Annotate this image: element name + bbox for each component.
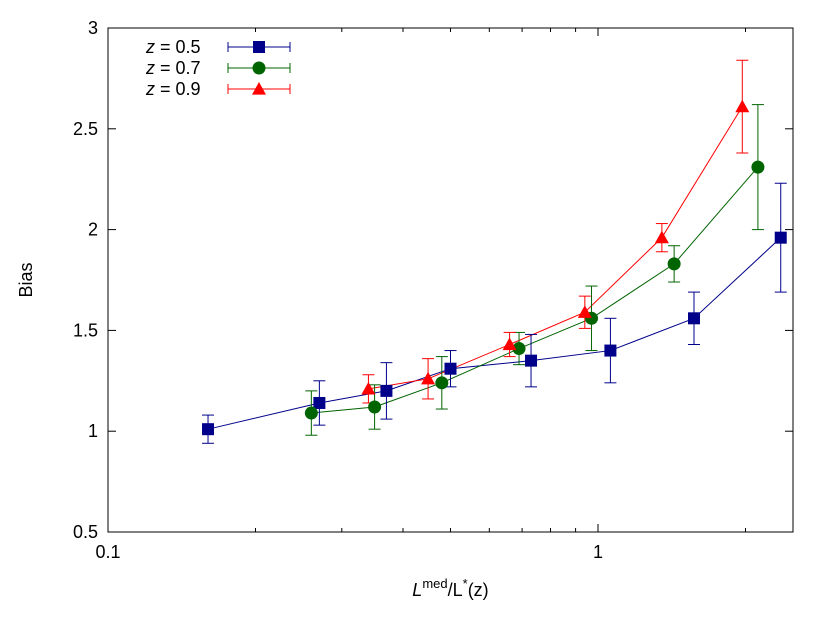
y-tick-label: 0.5 <box>73 522 98 542</box>
legend-marker-circle <box>252 61 266 75</box>
legend-label: z = 0.5 <box>145 37 201 57</box>
data-point-triangle <box>735 99 750 113</box>
data-point-triangle <box>577 305 592 318</box>
data-point-circle <box>435 376 449 390</box>
legend-label: z = 0.9 <box>145 79 201 99</box>
data-point-square <box>774 231 787 244</box>
x-tick-label: 0.1 <box>95 542 120 562</box>
error-bars <box>202 59 787 444</box>
series-line-square <box>207 237 782 430</box>
legend: z = 0.5z = 0.7z = 0.9 <box>145 37 291 99</box>
legend-label-var: z <box>145 79 155 99</box>
series-line-circle <box>311 166 759 414</box>
data-point-circle <box>512 342 526 356</box>
y-axis-label: Bias <box>16 262 36 297</box>
x-tick-label: 1 <box>593 542 603 562</box>
x-axis-label-sup2: * <box>463 576 468 591</box>
data-point-triangle <box>421 371 436 385</box>
y-tick-label: 2.5 <box>73 119 98 139</box>
legend-label-value: = 0.9 <box>155 79 201 99</box>
y-tick-label: 2 <box>88 220 98 240</box>
legend-label-value: = 0.7 <box>155 58 201 78</box>
plot-frame <box>107 27 794 533</box>
legend-label-var: z <box>145 37 155 57</box>
data-point-square <box>604 344 617 357</box>
y-tick-label: 1 <box>88 421 98 441</box>
y-tick-label: 1.5 <box>73 320 98 340</box>
data-point-square <box>687 312 700 325</box>
data-point-square <box>202 423 215 436</box>
data-point-triangle <box>502 337 517 351</box>
legend-label-value: = 0.5 <box>155 37 201 57</box>
legend-marker-square <box>253 41 265 53</box>
axis-ticks: 0.5 1 1.5 2 2.5 3 0.1 1 <box>73 18 793 562</box>
series-lines <box>207 106 782 430</box>
x-axis-label: Lmed/L*(z) <box>412 576 488 600</box>
legend-label: z = 0.7 <box>145 58 201 78</box>
legend-label-var: z <box>145 58 155 78</box>
x-axis-label-l: L <box>412 580 422 600</box>
x-axis-label-tail: (z) <box>468 580 489 600</box>
data-point-square <box>313 396 326 409</box>
series-line-triangle <box>368 106 743 390</box>
y-tick-label: 3 <box>88 18 98 38</box>
data-point-square <box>444 362 457 375</box>
x-axis-label-sup: med <box>422 576 447 591</box>
data-point-triangle <box>361 381 376 395</box>
data-point-square <box>525 354 538 367</box>
legend-marker-triangle <box>252 82 266 95</box>
plot-area-border <box>107 27 794 533</box>
data-point-circle <box>751 160 765 174</box>
data-markers <box>202 99 787 436</box>
data-point-square <box>380 384 393 397</box>
x-axis-label-mid: /L <box>448 580 463 600</box>
data-point-circle <box>304 406 318 420</box>
data-point-circle <box>667 257 681 271</box>
data-point-circle <box>368 400 382 414</box>
data-point-triangle <box>654 230 669 244</box>
